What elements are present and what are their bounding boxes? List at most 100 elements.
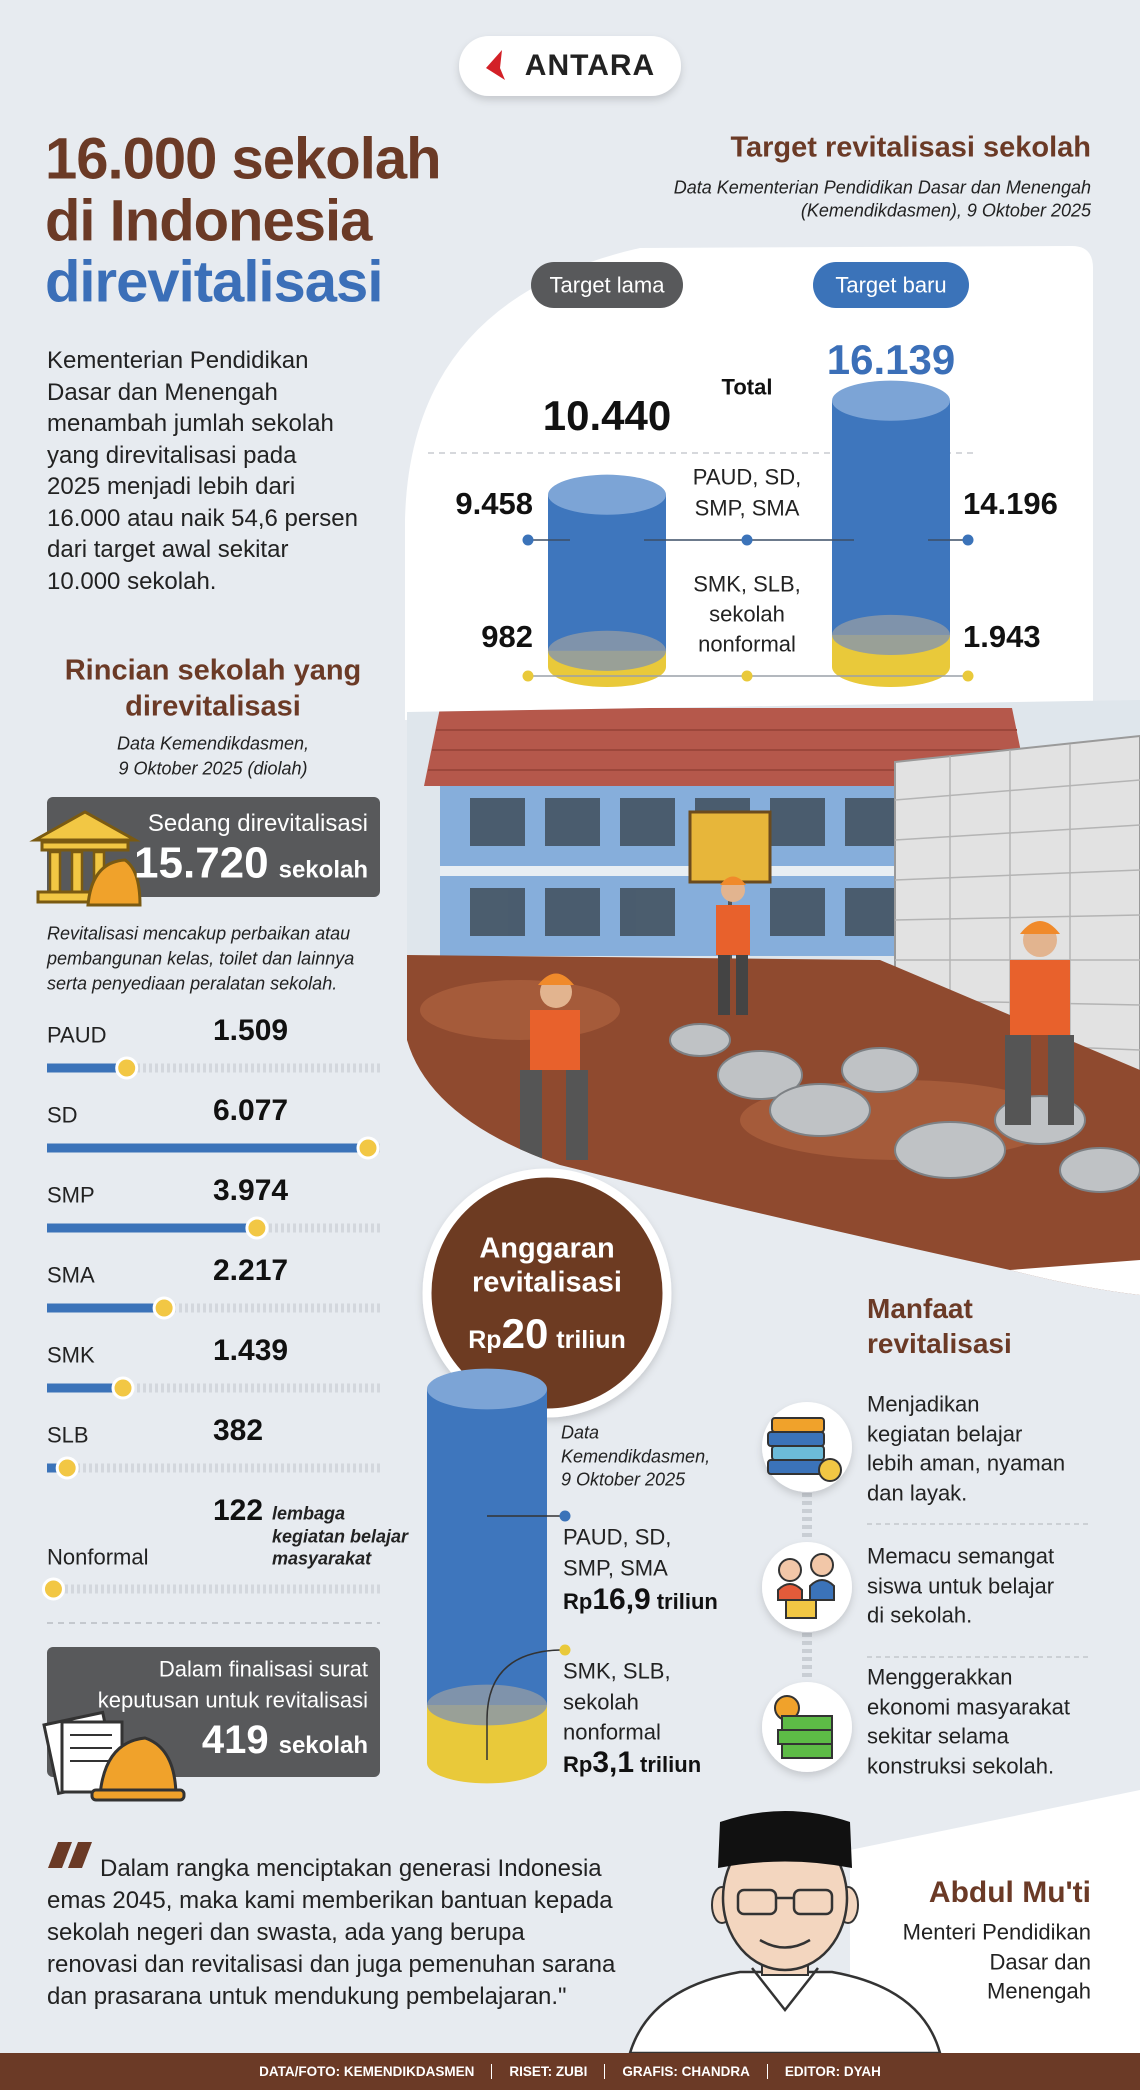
pill [813,262,969,308]
intro-line: yang direvitalisasi pada [47,441,297,469]
source: 9 Oktober 2025 (diolah) [118,758,308,779]
group-label: SMP, SMA [694,495,800,521]
note: serta penyediaan peralatan sekolah. [47,973,338,994]
intro-line: Dasar dan Menengah [47,378,278,406]
budget-label: PAUD, SD, [563,1524,672,1550]
title: direvitalisasi [45,249,383,315]
cylinder-top [832,380,950,421]
source: Data Kemendikdasmen, [116,733,310,754]
benefit-line: Memacu semangat [867,1543,1055,1569]
guide-dot [522,670,534,682]
benefit-line: sekitar selama [867,1723,1009,1749]
credit: DATA/FOTO: KEMENDIKDASMEN [259,2064,475,2079]
section-title: direvitalisasi [125,690,301,723]
benefit-line: konstruksi sekolah. [867,1752,1055,1778]
benefit-line: dan layak. [867,1479,968,1505]
panel [850,1790,1140,2053]
credit: GRAFIS: CHANDRA [604,2064,767,2079]
currency: Rp [468,1325,502,1354]
item-label: SLB [47,1422,89,1448]
leader-dot [559,1644,571,1656]
guide-dot [741,670,753,682]
unit: triliun [656,1588,718,1614]
item-value: 3.974 [213,1173,289,1207]
segment-cap [548,630,666,671]
segment-value: 9.458 [455,486,533,522]
portrait [628,1811,942,2055]
benefit-line: Menggerakkan [867,1664,1013,1690]
segment-value: 982 [481,619,533,655]
guide-dot [522,534,534,546]
intro-line: dari target awal sekitar [47,536,289,564]
cylinder-top [427,1368,547,1410]
item-label: SD [47,1102,78,1128]
logo-pill [459,36,681,96]
quote-line: dan prasarana untuk mendukung pembelajar… [47,1983,567,2011]
section-title: Rincian sekolah yang [64,654,362,687]
box-label: keputusan untuk revitalisasi [97,1687,368,1713]
benefit-line: siswa untuk belajar [867,1572,1055,1598]
segment-cap [427,1684,547,1726]
section-title: revitalisasi [867,1327,1012,1359]
note: pembangunan kelas, toilet dan lainnya [47,948,355,969]
box-value: 419 [201,1718,269,1762]
guide-dot [962,670,974,682]
intro-line: 16.000 atau naik 54,6 persen [47,504,358,532]
benefit-line: ekonomi masyarakat [867,1693,1070,1719]
item-label: Nonformal [47,1544,149,1570]
item-label: SMP [47,1182,95,1208]
quote-line: sekolah negeri dan swasta, ada yang beru… [47,1919,525,1947]
speaker-role: Menteri Pendidikan [902,1919,1091,1945]
source: (Kemendikdasmen), 9 Oktober 2025 [800,200,1091,221]
bank-icon [29,810,142,907]
item-value: 6.077 [213,1093,289,1127]
speaker-name: Abdul Mu'ti [928,1875,1091,1909]
cylinder-segment [427,1389,547,1706]
budget-total: 20 [501,1309,549,1357]
quote-line: renovasi dan revitalisasi dan juga pemen… [47,1951,616,1979]
quote-mark [48,1842,92,1868]
item-unit: lembaga [272,1503,346,1524]
leader-dot [559,1510,571,1522]
logo-text: ANTARA [524,48,656,82]
section-title: Target revitalisasi sekolah [730,131,1091,164]
speaker-role: Dasar dan [989,1948,1091,1974]
source: Kemendikdasmen, [561,1446,711,1467]
item-unit: masyarakat [272,1548,372,1569]
total-value: 10.440 [542,391,672,439]
item-value: 122 [213,1493,264,1527]
source: 9 Oktober 2025 [561,1469,686,1490]
budget-title: revitalisasi [472,1266,622,1299]
quote-line: emas 2045, maka kami memberikan bantuan … [47,1887,613,1915]
box-figure: 15.720 sekolah [134,839,368,890]
box-unit: sekolah [278,856,368,884]
guide-dot [962,534,974,546]
budget-title: Anggaran [479,1232,615,1265]
note: Revitalisasi mencakup perbaikan atau [47,923,351,944]
slider-knob [55,1456,79,1480]
group-label: sekolah [709,601,785,627]
benefit-icons [762,1402,852,1772]
intro-line: menambah jumlah sekolah [47,410,334,438]
slider-knob [41,1577,65,1601]
box-label: Sedang direvitalisasi [147,810,368,838]
slider-knob [115,1056,139,1080]
item-value: 382 [213,1413,264,1447]
benefit-line: kegiatan belajar [867,1420,1023,1446]
intro-line: 2025 menjadi lebih dari [47,473,296,501]
benefit-line: Menjadikan [867,1391,980,1417]
section-title: Manfaat [867,1292,973,1324]
group-label: SMK, SLB, [693,571,801,597]
slider-knob [245,1216,269,1240]
total-value: 16.139 [826,335,956,383]
slider-knob [111,1376,135,1400]
item-label: SMK [47,1342,95,1368]
total-label: Total [721,374,773,400]
leader-line [486,1649,561,1760]
group-label: nonformal [698,631,796,657]
slider-knob [152,1296,176,1320]
budget-figure: Rp16,9 triliun [563,1583,718,1618]
logo-mark [486,50,505,80]
